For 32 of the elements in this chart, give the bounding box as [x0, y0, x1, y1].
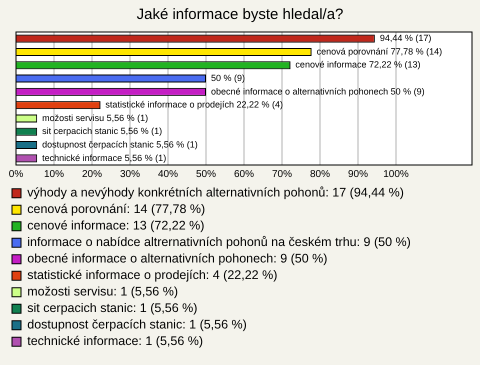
x-tick-label: 50%: [196, 168, 216, 180]
data-label: technické informace 5,56 % (1): [42, 152, 166, 163]
legend-label: dostupnost čerpacích stanic: 1 (5,56 %): [27, 318, 247, 332]
x-tick-label: 90%: [348, 168, 368, 180]
x-tick-label: 20%: [82, 168, 102, 180]
data-label: 94,44 % (17): [380, 33, 432, 44]
data-label: možosti servisu 5,56 % (1): [42, 112, 148, 123]
legend-label: cenová porovnání: 14 (77,78 %): [27, 202, 206, 216]
data-label: dostupnost čerpacích stanic 5,56 % (1): [42, 140, 198, 150]
legend-label: výhody a nevýhody konkrétních alternativních pohonů: 17 (94,44 %): [27, 186, 404, 200]
legend-label: statistické informace o prodejích: 4 (22,22 %): [27, 268, 278, 282]
data-label: sit cerpacich stanic 5,56 % (1): [42, 126, 162, 136]
data-label: obecné informace o alternativních pohonech 50 % (9): [211, 86, 425, 96]
x-tick-label: 0%: [8, 168, 24, 180]
x-tick-label: 30%: [120, 168, 140, 180]
data-label: cenové informace 72,22 % (13): [295, 60, 421, 70]
data-label: statistické informace o prodejích 22,22 % (4): [105, 100, 284, 110]
legend-label: možosti servisu: 1 (5,56 %): [27, 284, 178, 299]
x-tick-label: 40%: [158, 168, 178, 180]
x-tick-label: 100%: [383, 168, 409, 180]
legend-label: sit cerpacich stanic: 1 (5,56 %): [27, 301, 198, 316]
legend-label: obecné informace o alternativních pohonech: 9 (50 %): [27, 252, 328, 266]
x-tick-label: 80%: [310, 168, 330, 180]
legend-label: informace o nabídce altrernativních pohonů na českém trhu: 9 (50 %): [27, 235, 411, 250]
x-tick-label: 60%: [234, 168, 254, 180]
legend-label: technické informace: 1 (5,56 %): [27, 334, 204, 348]
data-label: cenová porovnání 77,78 % (14): [316, 46, 442, 56]
data-label: 50 % (9): [211, 73, 246, 84]
x-tick-label: 10%: [44, 168, 64, 180]
x-tick-label: 70%: [272, 168, 292, 180]
legend-label: cenové informace: 13 (72,22 %): [27, 218, 204, 233]
chart-title: Jaké informace byste hledal/a?: [136, 6, 344, 24]
